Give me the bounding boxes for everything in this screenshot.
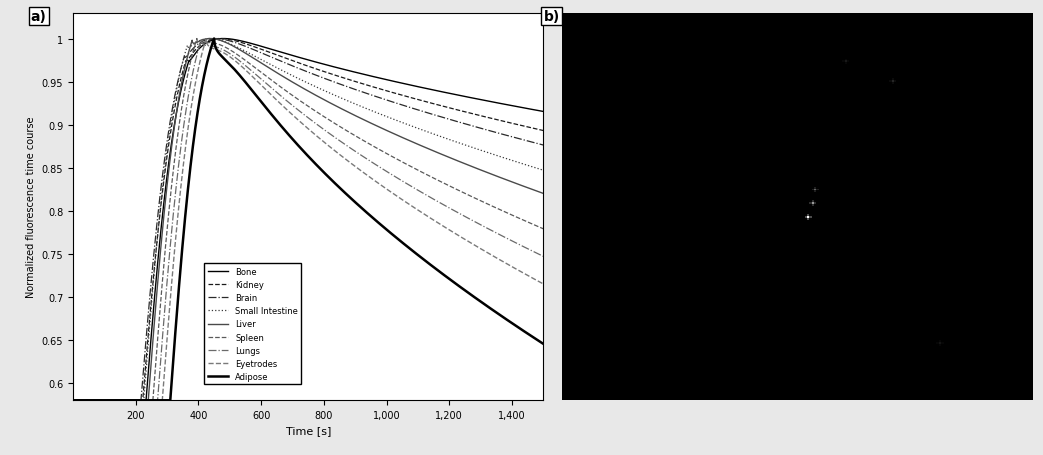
Kidney [67,398,79,403]
Bone [409,84,421,90]
Brain [409,107,421,112]
Lungs [537,254,550,259]
Small Intestine [537,168,550,173]
Bone [523,107,535,112]
Eyetrodes [537,282,550,287]
Spleen [191,37,203,42]
Kidney [214,37,226,42]
Adipose [208,37,220,42]
Adipose [523,332,535,338]
Small Intestine [523,164,535,169]
Spleen [409,167,421,172]
Spleen [537,227,550,232]
Small Intestine [290,76,302,81]
Spleen [67,398,79,403]
Brain [537,143,550,148]
Eyetrodes [200,37,213,42]
Text: a): a) [30,10,47,24]
Brain [209,37,221,42]
Kidney [523,125,535,131]
Eyetrodes [500,261,512,266]
Liver [537,191,550,197]
Liver [523,186,535,192]
Line: Lungs: Lungs [73,40,543,400]
Brain [268,56,281,62]
Lungs [67,398,79,403]
Adipose [537,341,550,347]
Bone [217,37,229,42]
Spleen [290,96,302,102]
Lungs [195,37,208,42]
Line: Bone: Bone [73,40,543,400]
Small Intestine [67,398,79,403]
Brain [265,55,277,61]
Lungs [268,89,281,94]
Adipose [290,142,302,147]
Spleen [523,220,535,226]
Eyetrodes [290,116,302,122]
Spleen [265,78,277,83]
Adipose [409,250,421,256]
Adipose [500,316,512,322]
Spleen [500,210,512,216]
Bone [265,47,277,53]
Kidney [500,120,512,125]
Eyetrodes [67,398,79,403]
Liver [67,398,79,403]
Line: Small Intestine: Small Intestine [73,40,543,400]
Spleen [268,81,281,86]
Kidney [290,60,302,66]
Text: b): b) [543,10,560,24]
Bone [67,398,79,403]
Line: Liver: Liver [73,40,543,400]
X-axis label: Time [s]: Time [s] [286,425,331,435]
Liver [290,82,302,88]
Adipose [67,398,79,403]
Brain [67,398,79,403]
Eyetrodes [268,96,281,101]
Line: Brain: Brain [73,40,543,400]
Lungs [500,235,512,241]
Kidney [265,51,277,56]
Liver [409,141,421,147]
Y-axis label: Normalized fluorescence time course: Normalized fluorescence time course [26,116,37,298]
Bone [500,102,512,108]
Kidney [537,128,550,134]
Adipose [268,116,281,121]
Liver [500,177,512,183]
Legend: Bone, Kidney, Brain, Small Intestine, Liver, Spleen, Lungs, Eyetrodes, Adipose: Bone, Kidney, Brain, Small Intestine, Li… [204,264,301,384]
Lungs [409,186,421,192]
Bone [268,48,281,54]
Brain [523,139,535,145]
Line: Spleen: Spleen [73,40,543,400]
Line: Adipose: Adipose [73,40,543,400]
Small Intestine [203,37,216,42]
Bone [537,110,550,115]
Liver [203,37,216,42]
Bone [290,55,302,60]
Lungs [290,107,302,112]
Kidney [409,97,421,102]
Eyetrodes [265,92,277,98]
Liver [268,70,281,75]
Small Intestine [409,125,421,131]
Brain [500,133,512,138]
Eyetrodes [523,274,535,279]
Lungs [265,86,277,91]
Brain [290,66,302,71]
Small Intestine [500,156,512,162]
Liver [265,67,277,72]
Kidney [268,52,281,58]
Eyetrodes [409,206,421,211]
Small Intestine [265,63,277,68]
Line: Eyetrodes: Eyetrodes [73,40,543,400]
Adipose [265,111,277,117]
Line: Kidney: Kidney [73,40,543,400]
Lungs [523,247,535,253]
Small Intestine [268,65,281,70]
